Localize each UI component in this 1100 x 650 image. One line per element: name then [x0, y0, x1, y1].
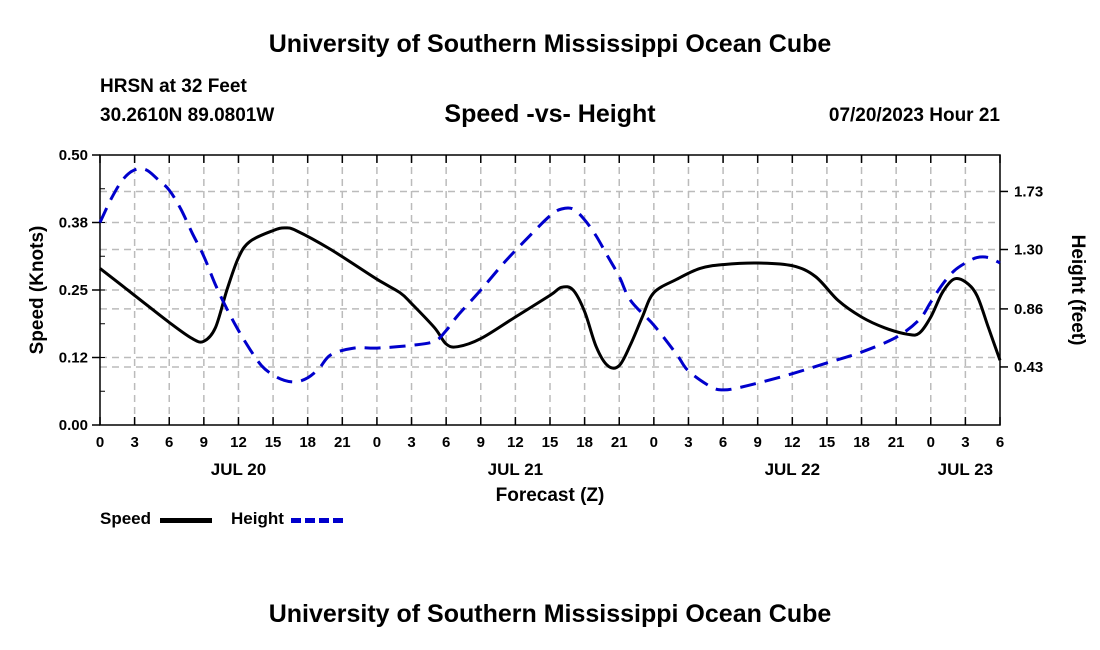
y-left-tick-label: 0.50 [59, 147, 88, 164]
x-tick-label: 6 [719, 434, 727, 451]
x-tick-label: 0 [927, 434, 935, 451]
y-right-axis-label: Height (feet) [1067, 235, 1088, 346]
footer-title: University of Southern Mississippi Ocean… [268, 600, 832, 628]
x-tick-label: 18 [853, 434, 870, 451]
x-tick-label: 21 [888, 434, 905, 451]
y-right-tick-label: 0.43 [1014, 359, 1043, 376]
x-tick-label: 3 [961, 434, 969, 451]
station-label: HRSN at 32 Feet [100, 76, 247, 97]
y-left-tick-label: 0.00 [59, 417, 88, 434]
coordinates-label: 30.2610N 89.0801W [100, 105, 275, 126]
x-tick-label: 15 [542, 434, 559, 451]
y-left-axis-label: Speed (Knots) [27, 226, 48, 355]
day-label: JUL 22 [765, 460, 820, 479]
day-label: JUL 20 [211, 460, 266, 479]
x-axis-label: Forecast (Z) [496, 485, 605, 506]
day-label: JUL 21 [488, 460, 543, 479]
plot-frame [99, 154, 1001, 426]
chart-title: Speed -vs- Height [444, 100, 656, 128]
x-tick-label: 15 [265, 434, 282, 451]
x-tick-label: 9 [477, 434, 485, 451]
x-tick-label: 12 [230, 434, 247, 451]
x-tick-label: 18 [299, 434, 316, 451]
x-tick-label: 6 [165, 434, 173, 451]
day-label: JUL 23 [938, 460, 993, 479]
x-tick-label: 21 [611, 434, 628, 451]
series-line-height [98, 167, 1001, 392]
x-tick-label: 12 [507, 434, 524, 451]
y-left-tick-label: 0.38 [59, 215, 88, 232]
x-tick-label: 21 [334, 434, 351, 451]
x-tick-label: 0 [96, 434, 104, 451]
x-tick-label: 6 [996, 434, 1004, 451]
x-tick-label: 3 [130, 434, 138, 451]
legend-height-swatch [291, 518, 343, 523]
x-tick-label: 18 [576, 434, 593, 451]
page-title: University of Southern Mississippi Ocean… [268, 30, 832, 58]
x-tick-label: 9 [754, 434, 762, 451]
x-tick-label: 15 [819, 434, 836, 451]
x-tick-label: 0 [373, 434, 381, 451]
legend-speed-label: Speed [100, 509, 152, 528]
legend-speed-swatch [160, 518, 212, 523]
y-left-tick-label: 0.12 [59, 350, 88, 367]
x-tick-label: 9 [200, 434, 208, 451]
y-right-tick-label: 1.73 [1014, 183, 1043, 200]
y-right-tick-label: 0.86 [1014, 301, 1043, 318]
x-tick-label: 3 [684, 434, 692, 451]
series-line-speed [99, 226, 1002, 370]
y-left-tick-label: 0.25 [59, 282, 88, 299]
x-tick-label: 3 [407, 434, 415, 451]
y-right-tick-label: 1.30 [1014, 242, 1043, 259]
x-tick-label: 6 [442, 434, 450, 451]
datetime-label: 07/20/2023 Hour 21 [828, 105, 1000, 126]
x-tick-label: 0 [650, 434, 658, 451]
legend-height-label: Height [231, 509, 284, 528]
x-tick-label: 12 [784, 434, 801, 451]
